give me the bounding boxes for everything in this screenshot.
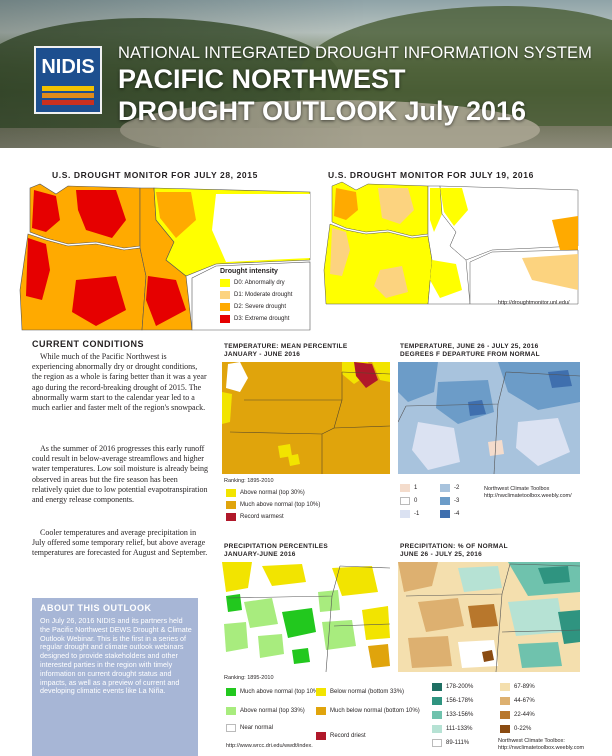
temp-legend-much-above-normal: Much above normal (top 10%)	[226, 501, 320, 509]
current-conditions-paragraph-3: Cooler temperatures and average precipit…	[32, 528, 208, 558]
precip-normal-legend-133-156: 133-156%	[432, 711, 473, 719]
temp-departure-source[interactable]: Northwest Climate Toolbox http://nwclima…	[484, 486, 572, 499]
temp-departure-subtitle: DEGREES F DEPARTURE FROM NORMAL	[400, 351, 540, 358]
temp-percentile-ranking: Ranking: 1895-2010	[224, 478, 274, 484]
precip-normal-source[interactable]: Northwest Climate Toolbox: http://nwclim…	[498, 738, 585, 751]
drought-legend-title: Drought intensity	[220, 268, 278, 275]
temp-percentile-map	[222, 362, 390, 474]
temp-departure-map	[398, 362, 580, 474]
precip-percentile-source[interactable]: http://www.wrcc.dri.edu/wwdt/index.	[226, 743, 313, 749]
precip-normal-legend-67-89: 67-89%	[500, 683, 535, 691]
precip-normal-legend-89-111: 89-111%	[432, 739, 469, 747]
river-photo	[120, 100, 540, 148]
precip-normal-legend-111-133: 111-133%	[432, 725, 472, 733]
precip-legend-record-driest: Record driest	[316, 732, 366, 740]
about-outlook-heading: ABOUT THIS OUTLOOK	[40, 603, 152, 613]
drought-legend-d0: D0: Abnormally dry	[220, 279, 285, 287]
nidis-logo: NIDIS	[34, 46, 102, 114]
precip-legend-below: Below normal (bottom 33%)	[316, 688, 404, 696]
temp-departure-legend-zero: 0	[400, 497, 417, 505]
page-title-line2: DROUGHT OUTLOOK July 2016	[118, 96, 527, 126]
precip-legend-much-above: Much above normal (top 10%)	[226, 688, 320, 696]
temp-departure-legend-plus1: 1	[400, 484, 417, 492]
drought-legend-d3: D3: Extreme drought	[220, 315, 289, 323]
about-outlook-box: ABOUT THIS OUTLOOK On July 26, 2016 NIDI…	[32, 598, 198, 756]
current-conditions-heading: CURRENT CONDITIONS	[32, 339, 144, 349]
precip-percentile-map	[222, 562, 390, 672]
temp-departure-title: TEMPERATURE, JUNE 26 - JULY 25, 2016	[400, 343, 539, 350]
precip-legend-above: Above normal (top 33%)	[226, 707, 305, 715]
precip-percentile-ranking: Ranking: 1895-2010	[224, 675, 274, 681]
org-name: NATIONAL INTEGRATED DROUGHT INFORMATION …	[118, 44, 592, 62]
current-conditions-paragraph-1: While much of the Pacific Northwest is e…	[32, 352, 207, 413]
about-outlook-text: On July 26, 2016 NIDIS and its partners …	[40, 616, 192, 696]
drought-monitor-2016-map	[323, 181, 579, 305]
precip-percentile-subtitle: JANUARY-JUNE 2016	[224, 551, 296, 558]
page-title-line1: PACIFIC NORTHWEST	[118, 64, 406, 94]
precip-legend-near: Near normal	[226, 724, 273, 732]
temp-percentile-subtitle: JANUARY - JUNE 2016	[224, 351, 301, 358]
drought-legend-d1: D1: Moderate drought	[220, 291, 292, 299]
current-conditions-paragraph-2: As the summer of 2016 progresses this ea…	[32, 444, 208, 505]
temp-percentile-title: TEMPERATURE: MEAN PERCENTILE	[224, 343, 348, 350]
precip-normal-title: PRECIPITATION: % OF NORMAL	[400, 543, 508, 550]
temp-departure-legend-minus4: -4	[440, 510, 459, 518]
drought-monitor-source-url[interactable]: http://droughtmonitor.unl.edu/	[498, 300, 570, 306]
precip-normal-legend-178-200: 178-200%	[432, 683, 473, 691]
precip-normal-subtitle: JUNE 26 - JULY 25, 2016	[400, 551, 483, 558]
precip-normal-legend-156-178: 156-178%	[432, 697, 473, 705]
drought-monitor-2015-title: U.S. DROUGHT MONITOR FOR JULY 28, 2015	[52, 170, 258, 180]
drought-legend-d2: D2: Severe drought	[220, 303, 286, 311]
drought-monitor-2015-map	[19, 183, 311, 331]
temp-departure-legend-minus3: -3	[440, 497, 459, 505]
precip-legend-much-below: Much below normal (bottom 10%)	[316, 707, 420, 715]
precip-percentile-title: PRECIPITATION PERCENTILES	[224, 543, 329, 550]
precip-normal-legend-44-67: 44-67%	[500, 697, 535, 705]
temp-departure-legend-minus2: -2	[440, 484, 459, 492]
temp-legend-record-warmest: Record warmest	[226, 513, 284, 521]
drought-monitor-2016-title: U.S. DROUGHT MONITOR FOR JULY 19, 2016	[328, 170, 534, 180]
logo-text: NIDIS	[41, 56, 95, 78]
precip-normal-map	[398, 562, 580, 672]
temp-legend-above-normal: Above normal (top 30%)	[226, 489, 305, 497]
precip-normal-legend-0-22: 0-22%	[500, 725, 531, 733]
temp-departure-legend-minus1: -1	[400, 510, 419, 518]
header-banner: NIDIS NATIONAL INTEGRATED DROUGHT INFORM…	[0, 0, 612, 148]
precip-normal-legend-22-44: 22-44%	[500, 711, 535, 719]
